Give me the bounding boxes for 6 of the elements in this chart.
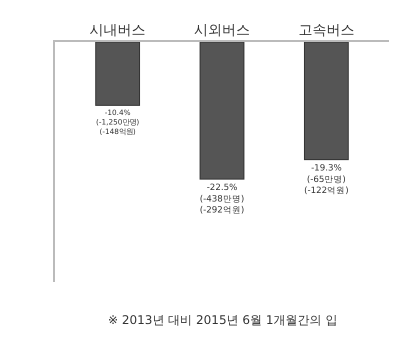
- data-label: -19.3% (-65만명) (-122억원): [304, 164, 349, 196]
- text: ※ 2013년 대비 2015년 6월 1개월간의 입: [108, 313, 338, 327]
- x-tick-label: 시내버스: [90, 22, 146, 38]
- x-tick-label: 고속버스: [298, 22, 354, 38]
- x-tick-label: 시외버스: [194, 22, 250, 38]
- data-label: -22.5% (-438만명) (-292억원): [200, 183, 244, 216]
